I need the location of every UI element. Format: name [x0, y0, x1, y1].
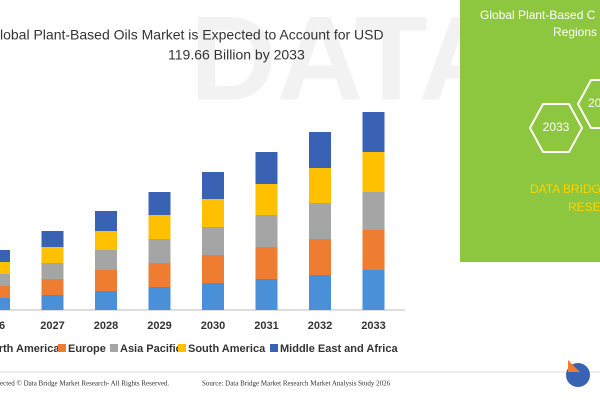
- hexagon-label: 2033: [543, 120, 570, 134]
- bar-segment: [41, 263, 64, 279]
- bar-segment: [362, 230, 385, 270]
- legend-swatch: [270, 344, 278, 352]
- legend-label: South America: [188, 343, 266, 355]
- bar-segment: [148, 239, 171, 263]
- bar-segment: [362, 112, 385, 152]
- x-tick-label: 2031: [254, 320, 278, 332]
- bar-segment: [148, 192, 171, 215]
- brand-line: RESEA: [568, 200, 600, 214]
- x-tick-label: 2030: [201, 320, 225, 332]
- footer-left: ected © Data Bridge Market Research- All…: [0, 380, 169, 388]
- legend-label: Asia Pacific: [120, 343, 182, 355]
- bar-segment: [148, 215, 171, 239]
- x-tick-label: 2027: [40, 320, 64, 332]
- bar-segment: [95, 291, 117, 310]
- bar-segment: [0, 250, 10, 262]
- legend-swatch: [178, 344, 186, 352]
- x-tick-label: 2033: [361, 320, 385, 332]
- bar-segment: [95, 211, 117, 231]
- bar-segment: [255, 215, 278, 247]
- bar-segment: [309, 168, 331, 203]
- x-tick-label: 2028: [94, 320, 118, 332]
- footer-right: Source: Data Bridge Market Research Mark…: [202, 380, 391, 388]
- bar-segment: [255, 184, 278, 215]
- side-title: Regions: [553, 25, 597, 39]
- bar-segment: [202, 199, 224, 227]
- side-panel: [460, 0, 600, 262]
- bar-segment: [362, 192, 385, 230]
- legend-label: Middle East and Africa: [280, 343, 398, 355]
- side-title: Global Plant-Based C: [480, 8, 596, 22]
- bar-segment: [202, 227, 224, 255]
- bar-segment: [0, 274, 10, 286]
- x-tick-label: 2029: [147, 320, 171, 332]
- bar-segment: [41, 279, 64, 295]
- logo: [568, 360, 580, 372]
- hexagon: [576, 79, 600, 129]
- bar-segment: [255, 279, 278, 310]
- bar-segment: [202, 283, 224, 310]
- legend-swatch: [58, 344, 66, 352]
- bar-segment: [255, 152, 278, 184]
- chart-title: 119.66 Billion by 2033: [168, 47, 305, 63]
- bar-segment: [362, 270, 385, 310]
- bar-segment: [0, 286, 10, 298]
- chart-title: lobal Plant-Based Oils Market is Expecte…: [0, 27, 384, 43]
- hexagon-label: 20: [588, 96, 600, 110]
- bar-segment: [0, 298, 10, 310]
- bar-segment: [95, 250, 117, 270]
- bar-segment: [309, 132, 331, 168]
- bar-segment: [202, 172, 224, 199]
- bar-segment: [95, 231, 117, 250]
- bar-segment: [255, 247, 278, 279]
- bar-segment: [41, 231, 64, 247]
- bar-segment: [309, 239, 331, 275]
- bar-segment: [0, 262, 10, 274]
- bar-segment: [41, 247, 64, 263]
- hexagon: [528, 103, 584, 153]
- bar-segment: [362, 152, 385, 192]
- bar-segment: [309, 275, 331, 310]
- bar-segment: [41, 295, 64, 310]
- x-tick-label: 26: [0, 320, 5, 332]
- bar-segment: [95, 270, 117, 291]
- legend-label: orth America: [0, 343, 60, 355]
- legend-swatch: [110, 344, 118, 352]
- legend-label: Europe: [68, 343, 106, 355]
- bar-segment: [148, 263, 171, 287]
- x-tick-label: 2032: [308, 320, 332, 332]
- bar-segment: [202, 255, 224, 283]
- bar-segment: [148, 287, 171, 310]
- brand-line: DATA BRIDGE: [530, 182, 600, 196]
- bar-segment: [309, 203, 331, 239]
